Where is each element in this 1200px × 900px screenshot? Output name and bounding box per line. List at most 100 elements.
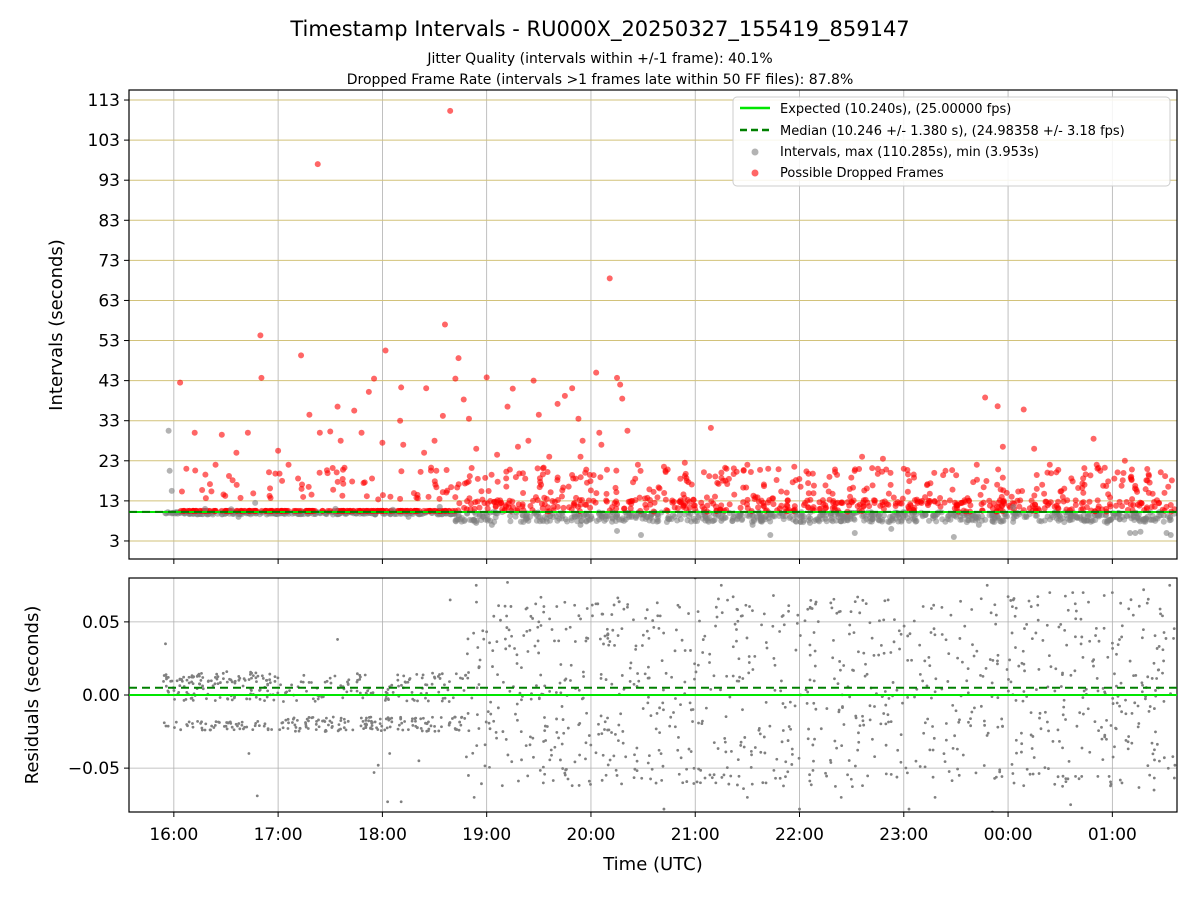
residual-point	[617, 739, 620, 743]
residual-point	[647, 695, 650, 699]
interval-point	[568, 514, 575, 521]
residual-point	[313, 699, 317, 703]
dropped-frame-point	[677, 475, 684, 482]
residual-point	[219, 681, 222, 684]
residual-point	[605, 627, 609, 631]
residual-point	[772, 768, 776, 772]
residual-point	[584, 757, 587, 761]
residual-point	[803, 619, 807, 623]
dropped-frame-point	[661, 490, 668, 497]
residual-point	[388, 725, 392, 729]
dropped-frame-point	[306, 411, 313, 418]
residual-point	[569, 679, 572, 682]
residual-point	[568, 625, 572, 629]
residual-point	[838, 660, 842, 663]
dropped-frame-point	[757, 466, 764, 473]
residual-point	[807, 727, 810, 731]
residual-point	[1030, 637, 1034, 641]
residual-point	[196, 719, 199, 723]
residual-point	[669, 715, 673, 719]
residual-point	[694, 670, 698, 674]
residual-point	[272, 698, 276, 702]
residual-point	[474, 583, 478, 587]
residual-point	[585, 711, 588, 715]
residual-point	[714, 624, 717, 628]
residual-point	[858, 724, 862, 727]
residual-point	[464, 673, 467, 677]
dropped-frame-point	[593, 369, 600, 376]
residual-point	[501, 730, 505, 733]
top-ytick-label: 13	[98, 492, 120, 512]
interval-point	[646, 517, 653, 524]
top-ytick-label: 53	[98, 332, 120, 352]
residual-point	[914, 759, 918, 763]
dropped-frame-point	[554, 477, 561, 484]
residual-point	[529, 697, 533, 701]
dropped-frame-point	[1136, 502, 1143, 509]
residual-point	[703, 634, 707, 638]
residual-point	[293, 723, 297, 727]
dropped-frame-point	[669, 499, 676, 506]
residual-point	[211, 684, 215, 688]
residual-point	[190, 696, 194, 700]
dropped-frame-point	[465, 478, 472, 485]
residual-point	[944, 638, 948, 642]
residual-point	[405, 699, 409, 703]
residual-point	[955, 747, 959, 751]
residual-point	[401, 728, 405, 732]
residual-point	[228, 677, 231, 681]
residual-point	[882, 618, 886, 622]
dropped-frame-point	[603, 466, 610, 473]
residual-point	[369, 715, 373, 719]
dropped-frame-point	[300, 493, 307, 500]
residual-point	[719, 583, 723, 587]
residual-point	[695, 780, 699, 784]
residual-point	[310, 681, 313, 684]
interval-point	[1010, 518, 1017, 525]
residual-point	[203, 728, 207, 732]
interval-point	[958, 516, 965, 523]
dropped-frame-point	[994, 403, 1001, 410]
residual-point	[603, 720, 607, 724]
interval-point	[1011, 513, 1018, 520]
residual-point	[806, 607, 810, 611]
residual-point	[1109, 724, 1113, 727]
residual-point	[1152, 788, 1156, 792]
dropped-frame-point	[1100, 482, 1107, 489]
dropped-frame-point	[258, 507, 265, 514]
residual-point	[628, 666, 632, 670]
residual-point	[510, 634, 513, 638]
residual-point	[697, 721, 700, 725]
residual-point	[778, 776, 782, 780]
residual-point	[708, 652, 712, 656]
residual-point	[947, 652, 951, 656]
residual-point	[390, 720, 394, 724]
residual-point	[1053, 782, 1057, 786]
dropped-frame-point	[299, 481, 306, 488]
residual-point	[603, 728, 606, 731]
residual-point	[201, 684, 204, 688]
residual-point	[617, 600, 621, 604]
dropped-frame-point	[690, 496, 697, 503]
residual-point	[722, 773, 726, 777]
interval-point	[947, 516, 954, 523]
residual-point	[386, 697, 390, 701]
interval-point	[581, 511, 588, 518]
residual-point	[655, 601, 659, 605]
interval-point	[690, 515, 697, 522]
residual-point	[918, 672, 922, 676]
residual-point	[1101, 686, 1105, 690]
residual-point	[658, 731, 662, 734]
residual-point	[848, 623, 852, 627]
residual-point	[687, 747, 691, 751]
dropped-frame-point	[1080, 489, 1087, 496]
dropped-frame-point	[206, 481, 213, 488]
dropped-frame-point	[221, 507, 228, 514]
top-ytick-label: 33	[98, 412, 120, 432]
residual-point	[323, 720, 327, 723]
dropped-frame-point	[425, 493, 432, 500]
dropped-frame-point	[1044, 469, 1051, 476]
dropped-frame-point	[186, 507, 193, 514]
residual-point	[585, 607, 589, 610]
dropped-frame-point	[356, 507, 363, 514]
